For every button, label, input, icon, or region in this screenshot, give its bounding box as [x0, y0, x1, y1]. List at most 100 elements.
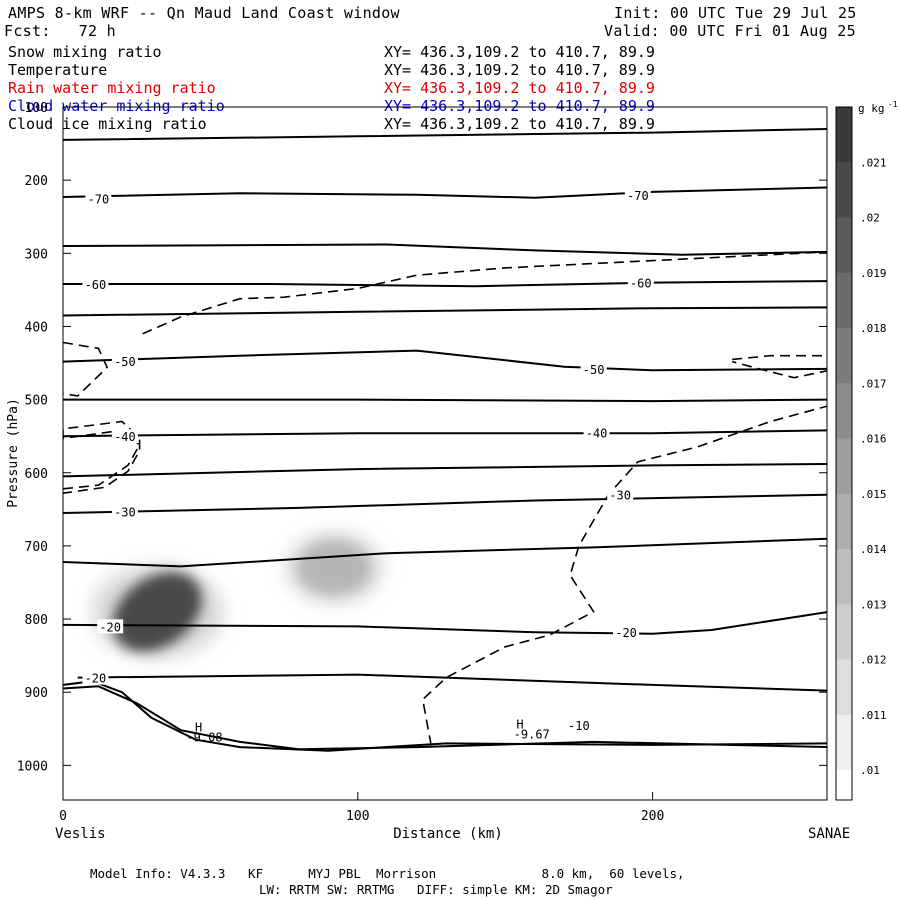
colorbar-tick-label: .017	[860, 377, 887, 390]
extremum-annotation: H	[516, 717, 523, 731]
extremum-annotation: -9.08	[186, 731, 222, 745]
model-info-line1: Model Info: V4.3.3 KF MYJ PBL Morrison 8…	[90, 866, 685, 881]
colorbar-tick-label: .019	[860, 267, 887, 280]
field-snow-label: Snow mixing ratio	[8, 43, 162, 61]
colorbar-swatch	[836, 217, 852, 274]
x-tick-label: 200	[641, 809, 664, 824]
isotherm-line	[63, 685, 827, 751]
colorbar-swatch	[836, 162, 852, 218]
contour-label: -40	[114, 430, 136, 444]
contour-label-bg	[82, 277, 109, 292]
contour-label: -40	[586, 427, 608, 441]
colorbar-tick-label: .018	[860, 322, 887, 335]
y-tick-label: 800	[25, 613, 48, 628]
field-cloud-water-label: Cloud water mixing ratio	[8, 97, 225, 115]
colorbar-frame	[835, 106, 853, 801]
contour-label: -50	[114, 355, 136, 369]
colorbar-swatch	[836, 770, 852, 826]
contour-label-bg	[580, 361, 607, 376]
contour-label: -50	[583, 363, 605, 377]
isotherm-line	[63, 611, 827, 635]
snow-blob-core	[112, 572, 202, 652]
colorbar-swatch	[836, 714, 852, 771]
contour-label: -60	[85, 278, 107, 292]
extremum-annotation: H	[195, 720, 202, 734]
x-tick-label: 0	[59, 809, 67, 824]
colorbar-swatch	[836, 659, 852, 716]
field-temperature-xy: XY= 436.3,109.2 to 410.7, 89.9	[384, 61, 655, 79]
valid-time: Valid: 00 UTC Fri 01 Aug 25	[604, 22, 856, 40]
contour-label: -60	[630, 277, 652, 291]
y-tick-label: 900	[25, 686, 48, 701]
extremum-annotation: -9.67	[514, 728, 550, 742]
contour-label: -20	[99, 620, 121, 634]
contour-label: -70	[627, 189, 649, 203]
isotherm-line	[63, 186, 827, 199]
snow-blob-outer	[286, 532, 383, 604]
cloud-ice-contour	[63, 341, 109, 397]
contour-label-bg	[111, 429, 138, 444]
snow-blob-outer	[91, 565, 224, 658]
x-left-endpoint-label: Veslis	[55, 826, 106, 842]
isotherm-line	[63, 280, 827, 288]
field-cloud-water-xy: XY= 436.3,109.2 to 410.7, 89.9	[384, 97, 655, 115]
extremum-annotation: -10	[568, 719, 590, 733]
y-tick-label: 400	[25, 320, 48, 335]
isotherm-line	[63, 680, 827, 752]
field-temperature-label: Temperature	[8, 61, 108, 79]
contour-label: -70	[88, 192, 110, 206]
x-axis-title: Distance (km)	[393, 826, 503, 842]
isotherm-line	[77, 673, 827, 692]
y-tick-label: 500	[25, 394, 48, 409]
contour-label-bg	[85, 191, 112, 206]
y-tick-label: 300	[25, 247, 48, 262]
field-rain-label: Rain water mixing ratio	[8, 79, 216, 97]
contour-label-bg	[624, 187, 651, 202]
forecast-hour: Fcst: 72 h	[4, 22, 116, 40]
field-rain-xy: XY= 436.3,109.2 to 410.7, 89.9	[384, 79, 655, 97]
colorbar-swatch	[836, 383, 852, 439]
colorbar-unit: g kg	[858, 102, 885, 115]
isotherm-line	[63, 463, 827, 478]
colorbar-tick-label: .021	[860, 156, 887, 169]
snow-secondary	[286, 532, 383, 604]
isotherm-line	[63, 398, 827, 403]
isotherm-line	[63, 349, 827, 372]
model-info-line2: LW: RRTM SW: RRTMG DIFF: simple KM: 2D S…	[259, 882, 613, 897]
chart-title: AMPS 8-km WRF -- Qn Maud Land Coast wind…	[8, 4, 400, 22]
colorbar-swatch	[836, 328, 852, 384]
isotherm-line	[63, 306, 827, 317]
colorbar-swatch	[836, 438, 852, 495]
contour-label-bg	[111, 353, 138, 368]
contour-label-bg	[613, 625, 640, 640]
contour-label-bg	[607, 487, 634, 502]
x-right-endpoint-label: SANAE	[808, 826, 850, 842]
field-cloud-ice-xy: XY= 436.3,109.2 to 410.7, 89.9	[384, 115, 655, 133]
colorbar-swatch	[836, 549, 852, 605]
contour-label-bg	[111, 504, 138, 519]
cloud-ice-contour	[142, 251, 827, 335]
contour-label-bg	[583, 425, 610, 440]
contour-label-bg	[627, 275, 654, 290]
y-axis-title: Pressure (hPa)	[6, 398, 21, 508]
contour-label: -20	[85, 672, 107, 686]
isotherm-line	[63, 243, 827, 256]
y-tick-label: 600	[25, 467, 48, 482]
contour-label-bg	[97, 619, 124, 634]
colorbar-swatch	[836, 107, 852, 163]
field-cloud-ice-label: Cloud ice mixing ratio	[8, 115, 207, 133]
colorbar-tick-label: .01	[860, 764, 880, 777]
isotherm-line	[63, 429, 827, 438]
isotherm-line	[63, 537, 827, 568]
colorbar-tick-label: .015	[860, 488, 887, 501]
colorbar-tick-label: .012	[860, 654, 887, 667]
snow-blob-core	[298, 541, 370, 594]
cloud-ice-contour	[63, 420, 141, 494]
colorbar-tick-label: .014	[860, 543, 887, 556]
x-tick-label: 100	[346, 809, 369, 824]
colorbar-swatch	[836, 272, 852, 329]
colorbar-unit-exp: -1	[888, 100, 898, 109]
cloud-ice-contour	[421, 405, 827, 748]
cloud-ice-contour	[731, 354, 827, 379]
